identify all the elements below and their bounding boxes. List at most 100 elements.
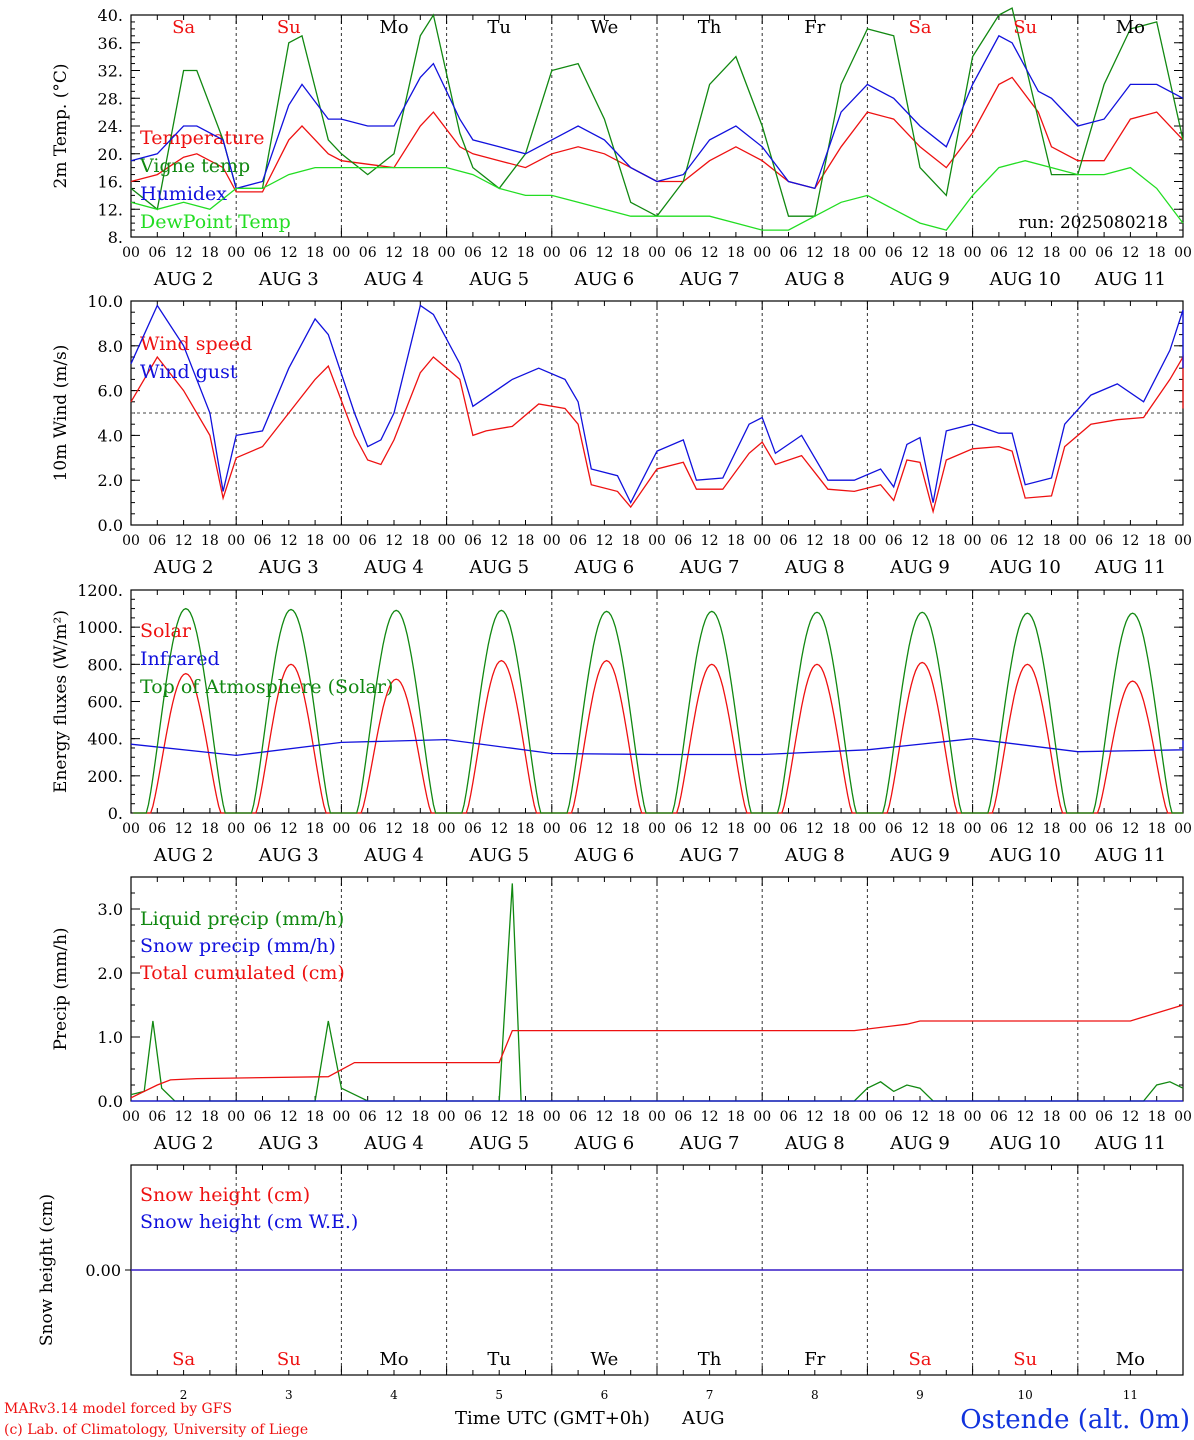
x-hour-label: 18 [201, 245, 219, 261]
x-hour-label: 18 [832, 533, 850, 549]
time-axis-month: AUG [681, 1408, 725, 1429]
x-hour-label: 12 [1016, 821, 1034, 837]
x-hour-label: 12 [490, 821, 508, 837]
x-hour-label: 06 [1095, 245, 1113, 261]
series-line-wind-gust [130, 304, 1184, 505]
x-hour-label: 12 [806, 821, 824, 837]
x-date-label: AUG 4 [363, 269, 424, 290]
weekday-label: Fr [804, 1349, 825, 1370]
x-hour-label: 06 [990, 245, 1008, 261]
weekday-label: Tu [487, 17, 511, 38]
x-hour-label: 00 [122, 245, 140, 261]
weekday-label: Th [698, 17, 722, 38]
x-hour-label: 06 [148, 245, 166, 261]
x-hour-label: 18 [517, 821, 535, 837]
x-hour-label: 18 [1043, 821, 1061, 837]
x-hour-label: 18 [727, 1109, 745, 1125]
x-hour-label: 18 [411, 245, 429, 261]
time-axis-label: Time UTC (GMT+0h) [455, 1408, 650, 1429]
x-hour-label: 18 [727, 533, 745, 549]
x-hour-label: 12 [911, 533, 929, 549]
x-date-label: AUG 7 [679, 269, 740, 290]
y-tick-label: 1000. [77, 618, 123, 637]
x-date-label: AUG 4 [363, 557, 424, 578]
y-tick-label: 4.0 [98, 426, 123, 445]
weekday-label: Th [698, 1349, 722, 1370]
legend-entry: Wind speed [140, 333, 252, 355]
y-tick-label: 2.0 [98, 964, 123, 983]
x-date-label: AUG 5 [468, 269, 529, 290]
x-date-label: AUG 8 [784, 1133, 845, 1154]
x-hour-label: 00 [543, 245, 561, 261]
x-hour-label: 18 [937, 245, 955, 261]
x-date-label: AUG 5 [468, 557, 529, 578]
legend-entry: Liquid precip (mm/h) [140, 908, 344, 930]
x-hour-label: 18 [937, 821, 955, 837]
x-hour-label: 00 [332, 533, 350, 549]
x-hour-label: 18 [622, 1109, 640, 1125]
x-hour-label: 06 [254, 245, 272, 261]
x-hour-label: 12 [911, 1109, 929, 1125]
x-hour-label: 00 [858, 533, 876, 549]
x-date-label: AUG 3 [258, 557, 319, 578]
x-hour-label: 06 [359, 821, 377, 837]
legend-entry: Temperature [140, 127, 264, 149]
x-date-label: AUG 10 [989, 1133, 1061, 1154]
y-tick-label: 6.0 [98, 382, 123, 401]
x-hour-label: 06 [1095, 821, 1113, 837]
x-date-number: 4 [390, 1388, 398, 1402]
y-tick-label: 200. [87, 767, 123, 786]
x-hour-label: 00 [1069, 533, 1087, 549]
weekday-label: Mo [379, 17, 408, 38]
x-hour-label: 00 [438, 821, 456, 837]
x-date-label: AUG 11 [1094, 1133, 1166, 1154]
x-hour-label: 06 [359, 1109, 377, 1125]
x-hour-label: 00 [753, 1109, 771, 1125]
x-hour-label: 06 [885, 533, 903, 549]
y-tick-label: 32. [98, 62, 123, 81]
x-date-number: 3 [285, 1388, 293, 1402]
y-tick-label: 12. [98, 200, 123, 219]
y-tick-label: 1200. [77, 581, 123, 600]
x-hour-label: 00 [1174, 821, 1192, 837]
x-hour-label: 00 [648, 1109, 666, 1125]
y-tick-label: 10.0 [87, 292, 123, 311]
y-axis-label: Precip (mm/h) [51, 927, 71, 1050]
weekday-label: Tu [487, 1349, 511, 1370]
x-hour-label: 18 [1148, 821, 1166, 837]
series-line-wind-speed [130, 354, 1184, 515]
x-hour-label: 12 [701, 533, 719, 549]
x-date-label: AUG 9 [889, 557, 950, 578]
x-hour-label: 06 [990, 533, 1008, 549]
plot-frame [130, 589, 1184, 814]
panel-2: 0.0 2.0 4.0 6.0 8.0 10.0 10m Wind (m/s) Wind sp… [51, 292, 1192, 578]
x-hour-label: 00 [332, 245, 350, 261]
x-hour-label: 12 [701, 245, 719, 261]
x-hour-label: 12 [1016, 245, 1034, 261]
panel-5: 0.00 Snow height (cm) Snow height (cm) Snow… [37, 1164, 1184, 1402]
series-line-total-cumulated-cm- [130, 1004, 1184, 1099]
y-tick-label: 20. [98, 145, 123, 164]
x-hour-label: 00 [753, 245, 771, 261]
x-date-label: AUG 2 [153, 845, 214, 866]
weekday-label: We [591, 17, 619, 38]
weekday-label: Sa [908, 17, 931, 38]
legend-entry: Vigne temp [139, 155, 250, 177]
x-hour-label: 00 [332, 1109, 350, 1125]
x-date-label: AUG 9 [889, 269, 950, 290]
x-hour-label: 06 [674, 1109, 692, 1125]
x-hour-label: 00 [1069, 245, 1087, 261]
x-hour-label: 06 [990, 1109, 1008, 1125]
x-date-label: AUG 10 [989, 557, 1061, 578]
x-hour-label: 18 [1148, 533, 1166, 549]
weekday-label: Sa [172, 17, 195, 38]
x-hour-label: 12 [1121, 821, 1139, 837]
x-date-number: 7 [706, 1388, 714, 1402]
x-date-label: AUG 8 [784, 557, 845, 578]
x-date-number: 2 [180, 1388, 188, 1402]
x-hour-label: 18 [1148, 1109, 1166, 1125]
x-hour-label: 12 [490, 245, 508, 261]
x-hour-label: 00 [543, 533, 561, 549]
legend-entry: Infrared [140, 648, 220, 670]
